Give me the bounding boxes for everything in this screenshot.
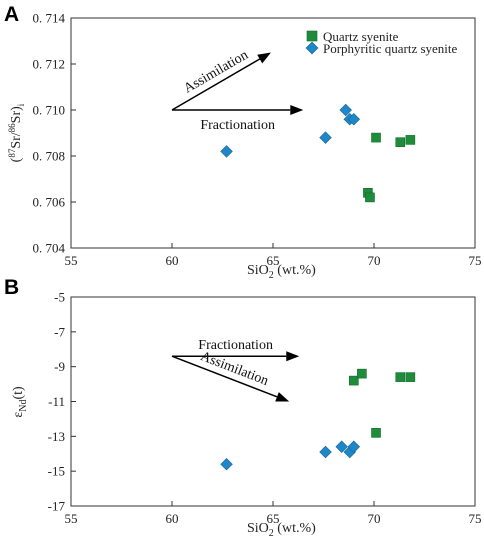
panel-a-y-axis-label: (87Sr/86Sr)i bbox=[7, 103, 26, 162]
panel-a-y-tick-label: 0. 714 bbox=[33, 11, 66, 26]
panel-b-label: B bbox=[4, 276, 19, 299]
panel-b-y-tick-label: -17 bbox=[48, 499, 66, 514]
panel-b-porphyritic-quartz-syenite-point bbox=[335, 440, 348, 454]
panel-b-x-tick-label: 70 bbox=[368, 511, 381, 526]
panel-a-assimilation-label: Assimilation bbox=[182, 48, 251, 97]
panel-a-x-axis-label: SiO2 (wt.%) bbox=[247, 263, 316, 281]
panel-b-fractionation-label: Fractionation bbox=[198, 338, 273, 353]
panel-b-porphyritic-quartz-syenite-point bbox=[220, 457, 233, 471]
panel-a-porphyritic-quartz-syenite-point bbox=[319, 131, 332, 144]
panel-a-x-tick-label: 70 bbox=[368, 253, 381, 268]
panel-b-porphyritic-quartz-syenite-point bbox=[319, 445, 332, 459]
panel-a-x-tick-label: 75 bbox=[469, 253, 482, 268]
panel-b-y-axis-label: εNd(t) bbox=[11, 386, 29, 418]
panel-b-y-tick-label: -5 bbox=[54, 290, 65, 305]
legend-square-marker bbox=[306, 30, 318, 42]
panel-b-quartz-syenite-point bbox=[348, 375, 359, 386]
panel-b-porphyritic-quartz-syenite-point bbox=[347, 440, 361, 454]
panel-b-frame bbox=[70, 296, 476, 507]
panel-a-porphyritic-quartz-syenite-point bbox=[220, 145, 233, 158]
panel-a-quartz-syenite-point bbox=[371, 132, 381, 143]
legend-diamond-marker bbox=[305, 41, 319, 55]
panel-a-porphyritic-quartz-syenite-point bbox=[347, 112, 361, 126]
panel-a-arrows: Assimilation Fractionation bbox=[171, 48, 304, 133]
panel-b-y-tick-label: -9 bbox=[54, 359, 65, 374]
panel-a-y-tick-label: 0. 706 bbox=[33, 195, 66, 210]
panel-b-x-tick-label: 60 bbox=[166, 511, 179, 526]
panel-a-assimilation-arrow-line bbox=[171, 58, 261, 111]
panel-a-porphyritic-quartz-syenite-point bbox=[339, 103, 352, 117]
panel-b-x-ticks: 55 60 65 70 75 bbox=[65, 501, 482, 526]
panel-a-y-tick-label: 0. 704 bbox=[33, 241, 66, 256]
panel-a-x-tick-label: 65 bbox=[267, 253, 280, 268]
panel-b-y-tick-label: -13 bbox=[48, 429, 65, 444]
panel-a-points bbox=[220, 103, 416, 203]
panel-b-y-tick-label: -7 bbox=[54, 324, 65, 339]
panel-b-quartz-syenite-point bbox=[371, 428, 381, 438]
panel-a-y-ticks: 0. 704 0. 706 0. 708 0. 710 0. 712 0. 714 bbox=[33, 11, 76, 256]
panel-a-quartz-syenite-point bbox=[365, 192, 375, 203]
panel-a-y-tick-label: 0. 712 bbox=[33, 57, 66, 72]
panel-b-x-tick-label: 75 bbox=[469, 511, 482, 526]
panel-a-assimilation-arrow-head bbox=[257, 52, 271, 64]
panel-a-label: A bbox=[4, 3, 19, 26]
panel-b-x-tick-label: 65 bbox=[267, 511, 280, 526]
panel-b-quartz-syenite-point bbox=[395, 372, 406, 382]
panel-b-points bbox=[220, 368, 416, 471]
panel-b: B 55 60 65 70 75 -17 -15 -13 -11 -9 -7 -5 Fraction… bbox=[4, 276, 482, 539]
panel-b-assimilation-arrow-head bbox=[275, 392, 290, 402]
panel-b-quartz-syenite-point bbox=[405, 372, 416, 382]
panel-a-y-tick-label: 0. 708 bbox=[33, 149, 66, 164]
panel-b-quartz-syenite-point bbox=[357, 368, 367, 379]
panel-b-y-ticks: -17 -15 -13 -11 -9 -7 -5 bbox=[48, 290, 76, 514]
panel-b-assimilation-label: Assimilation bbox=[198, 349, 270, 389]
legend: Quartz syenite Porphyritic quartz syenit… bbox=[305, 29, 458, 56]
panel-a-fractionation-arrow-head bbox=[290, 105, 304, 115]
panel-a-y-tick-label: 0. 710 bbox=[33, 103, 66, 118]
panel-b-x-axis-label: SiO2 (wt.%) bbox=[247, 521, 316, 539]
panel-a-x-tick-label: 55 bbox=[65, 253, 78, 268]
panel-b-x-tick-label: 55 bbox=[65, 511, 78, 526]
panel-a-quartz-syenite-point bbox=[405, 135, 416, 145]
panel-a-quartz-syenite-point bbox=[395, 137, 406, 147]
panel-b-assimilation-arrow-line bbox=[171, 355, 278, 398]
legend-label-porphyritic-quartz-syenite: Porphyritic quartz syenite bbox=[323, 41, 458, 56]
legend-label-quartz-syenite: Quartz syenite bbox=[323, 29, 399, 44]
panel-a-x-ticks: 55 60 65 70 75 bbox=[65, 243, 482, 268]
panel-b-fractionation-arrow-head bbox=[286, 351, 300, 362]
panel-b-y-tick-label: -15 bbox=[48, 464, 65, 479]
panel-a-fractionation-label: Fractionation bbox=[200, 118, 275, 133]
panel-a-x-tick-label: 60 bbox=[166, 253, 179, 268]
panel-b-y-tick-label: -11 bbox=[48, 394, 65, 409]
